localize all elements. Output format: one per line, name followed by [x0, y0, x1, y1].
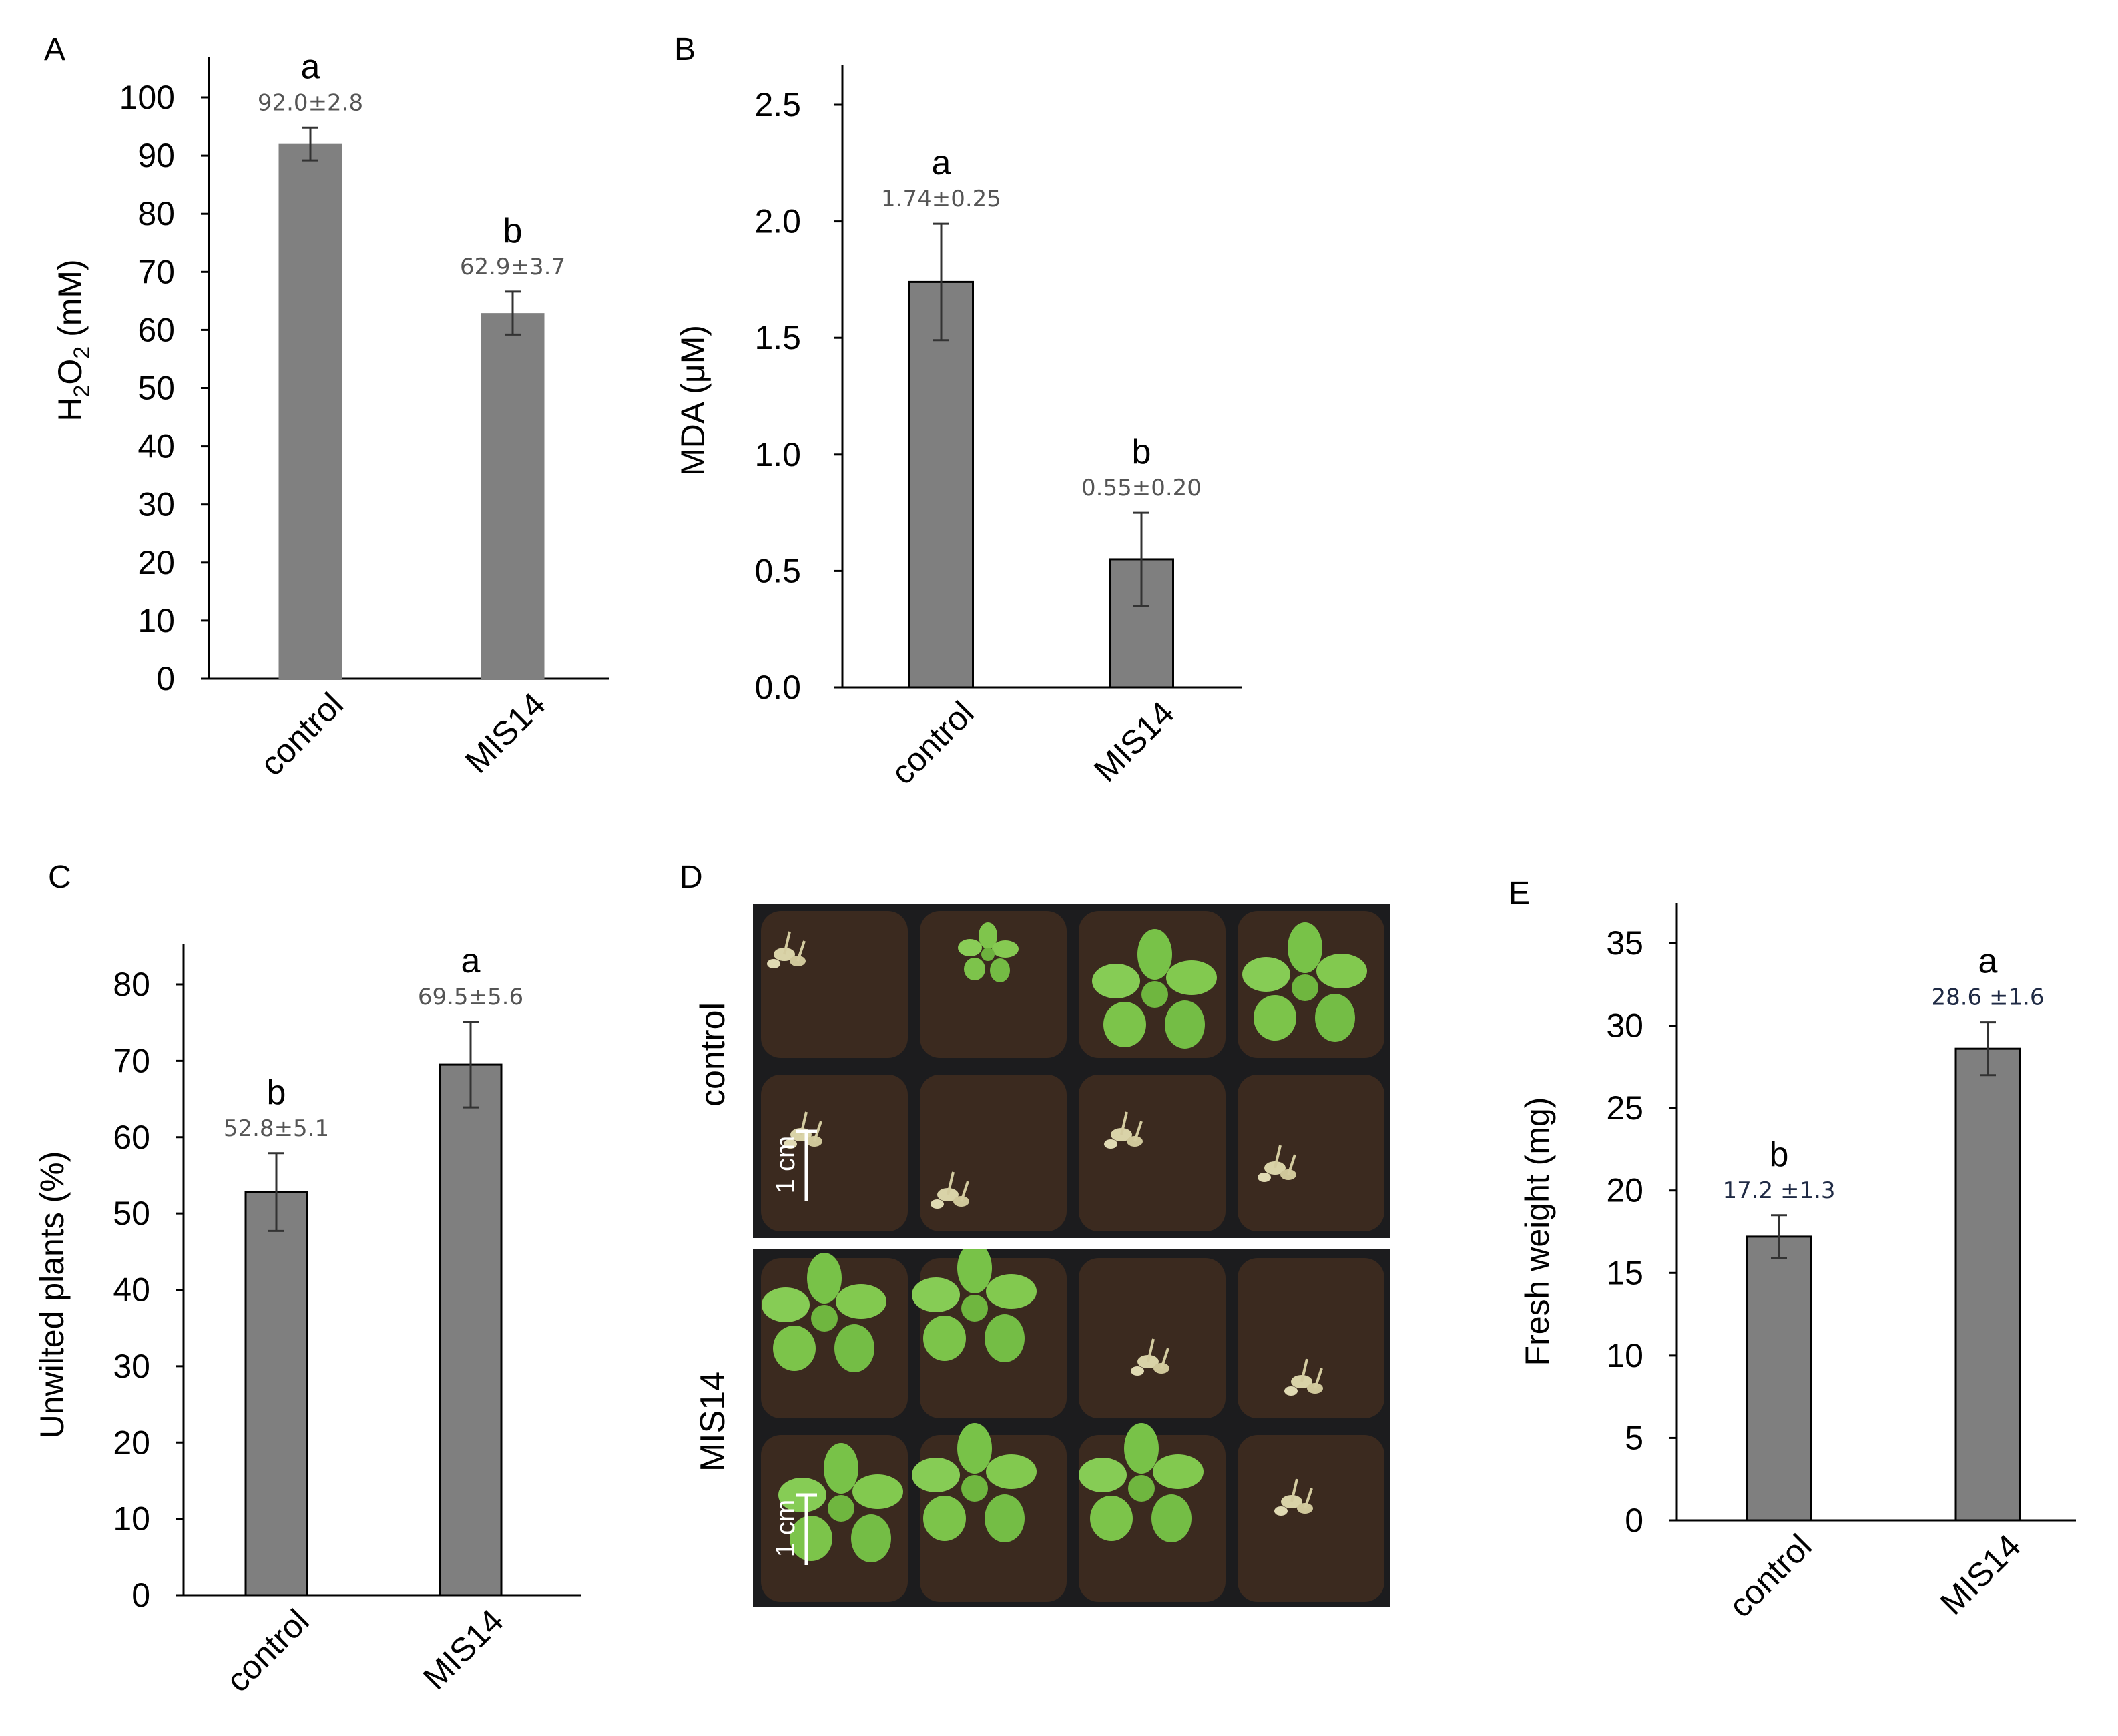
value-label-b-2: 0.55±0.20	[1081, 475, 1202, 501]
panel-letter-b: B	[674, 32, 696, 67]
y-tick-label-b: 0.0	[754, 669, 801, 706]
bar-b-1	[908, 280, 974, 689]
panel-letter-c: C	[48, 860, 71, 895]
y-tick-label-e: 35	[1606, 924, 1643, 962]
category-label-c-1: control	[219, 1602, 316, 1699]
bar-a-2	[481, 313, 545, 679]
value-label-b-1: 1.74±0.25	[881, 186, 1001, 212]
bar-c-1	[244, 1191, 308, 1597]
y-tick-label-c: 20	[113, 1424, 150, 1461]
photo-row-label-mis14: MIS14	[694, 1372, 732, 1472]
y-tick-label-e: 30	[1606, 1007, 1643, 1045]
y-tick-label-c: 40	[113, 1271, 150, 1309]
chart-panel-b: 0.0 0.5 1.0 1.5 2.0 2.5 MDA (μM) 1.74±0.25 a cont…	[674, 65, 1242, 792]
chart-panel-c: 0 10 20 30 40 50 60 70 80 Unwilted plants (%) 52.8…	[33, 942, 581, 1699]
category-label-e-2: MIS14	[1933, 1527, 2028, 1622]
value-label-c-2: 69.5±5.6	[418, 984, 523, 1010]
bar-e-1	[1746, 1235, 1812, 1522]
bar-e-2	[1954, 1047, 2021, 1522]
y-tick-label-e: 20	[1606, 1172, 1643, 1209]
y-tick-label-a: 20	[138, 544, 175, 581]
category-label-c-2: MIS14	[416, 1602, 511, 1697]
y-tick-label-a: 70	[138, 253, 175, 290]
bar-a-1	[278, 143, 342, 679]
plant-photo-control	[753, 904, 1390, 1238]
significance-letter-b-1: a	[932, 143, 951, 182]
significance-letter-e-2: a	[1978, 942, 1998, 981]
significance-letter-e-1: b	[1770, 1135, 1789, 1174]
value-label-e-2: 28.6 ±1.6	[1931, 984, 2044, 1011]
y-tick-label-a: 10	[138, 602, 175, 639]
y-tick-label-a: 90	[138, 137, 175, 174]
y-tick-label-c: 60	[113, 1119, 150, 1156]
value-label-a-1: 92.0±2.8	[258, 89, 363, 116]
panel-letter-a: A	[44, 32, 65, 67]
y-tick-label-b: 1.5	[754, 319, 801, 356]
y-tick-label-a: 60	[138, 311, 175, 348]
y-axis-title-c: Unwilted plants (%)	[33, 1151, 71, 1439]
y-axis-title-e: Fresh weight (mg)	[1519, 1097, 1556, 1366]
y-axis-title-a: H2O2 (mM)	[51, 259, 95, 421]
significance-letter-c-2: a	[461, 942, 481, 980]
y-axis-title-b: MDA (μM)	[674, 325, 712, 476]
y-tick-label-c: 70	[113, 1042, 150, 1079]
plant-photo-mis14	[753, 1249, 1390, 1607]
y-tick-label-c: 0	[131, 1576, 150, 1614]
y-tick-label-a: 0	[156, 660, 175, 697]
category-label-a-1: control	[253, 685, 350, 783]
y-tick-label-b: 1.0	[754, 436, 801, 473]
y-tick-label-c: 50	[113, 1195, 150, 1232]
value-label-c-1: 52.8±5.1	[224, 1115, 329, 1142]
significance-letter-a-1: a	[301, 47, 320, 86]
significance-letter-b-2: b	[1132, 432, 1151, 471]
y-tick-label-e: 15	[1606, 1254, 1643, 1291]
scale-label-mis14: 1 cm	[771, 1500, 800, 1558]
y-tick-label-b: 2.5	[754, 86, 801, 123]
value-label-e-1: 17.2 ±1.3	[1722, 1177, 1835, 1204]
significance-letter-c-1: b	[267, 1073, 286, 1112]
y-tick-label-e: 5	[1625, 1419, 1643, 1456]
panel-letter-d: D	[680, 860, 703, 895]
y-tick-label-b: 0.5	[754, 552, 801, 589]
photo-divider	[753, 1238, 1390, 1249]
chart-panel-a: 0 10 20 30 40 50 60 70 80 90 100 92.0±2.8 a control 62…	[119, 47, 609, 783]
y-tick-label-e: 10	[1606, 1337, 1643, 1374]
category-label-b-1: control	[884, 694, 981, 792]
y-tick-label-e: 0	[1625, 1502, 1643, 1539]
value-label-a-2: 62.9±3.7	[460, 254, 565, 280]
category-label-b-2: MIS14	[1087, 694, 1181, 789]
y-tick-label-e: 25	[1606, 1089, 1643, 1127]
y-tick-label-a: 100	[119, 79, 175, 116]
y-tick-label-c: 30	[113, 1348, 150, 1385]
significance-letter-a-2: b	[503, 212, 523, 250]
photo-row-label-control: control	[694, 1002, 732, 1107]
scale-label-control: 1 cm	[771, 1136, 800, 1194]
chart-panel-e: 0 5 10 15 20 25 30 35 Fresh weight (mg) 17.2 ±1.3…	[1519, 903, 2076, 1625]
y-tick-label-b: 2.0	[754, 203, 801, 240]
y-tick-label-c: 10	[113, 1500, 150, 1538]
y-tick-label-c: 80	[113, 966, 150, 1003]
category-label-e-1: control	[1722, 1527, 1819, 1625]
panel-letter-e: E	[1509, 876, 1530, 911]
y-tick-label-a: 80	[138, 195, 175, 232]
y-tick-label-a: 30	[138, 486, 175, 523]
y-tick-label-a: 50	[138, 370, 175, 407]
y-tick-label-a: 40	[138, 428, 175, 465]
bar-c-2	[439, 1063, 503, 1597]
category-label-a-2: MIS14	[458, 685, 553, 780]
